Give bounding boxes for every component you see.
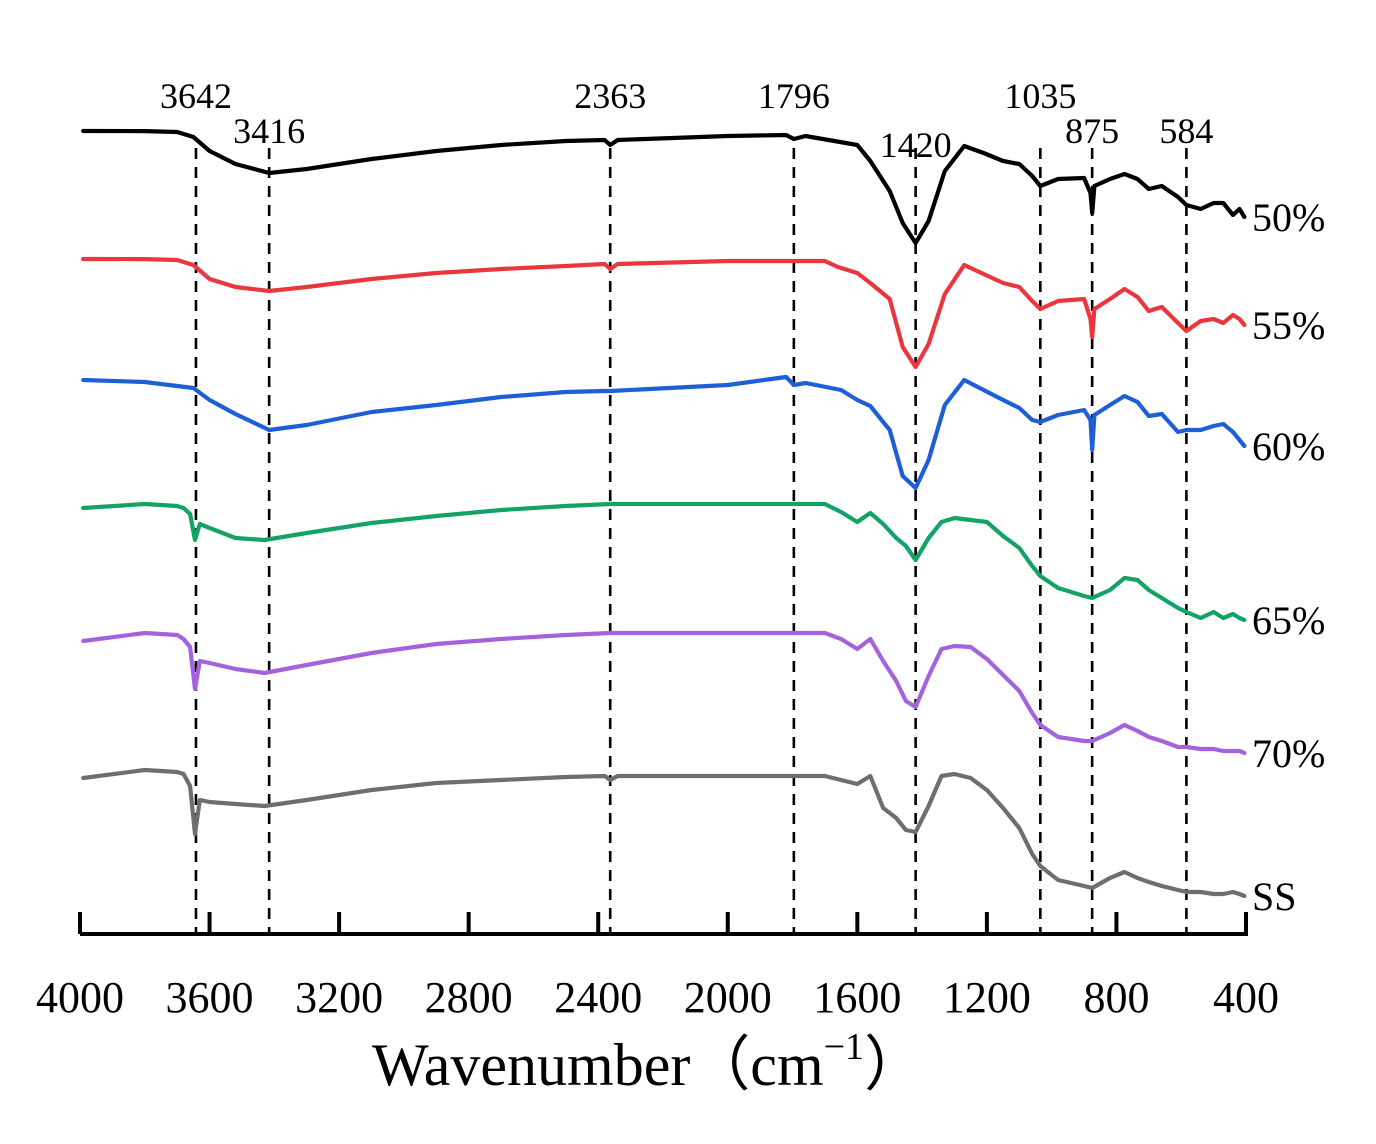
x-axis: 4000 3600 3200 2800 2400 2000 1600 1200 800 400 (36, 912, 1279, 1022)
x-tick-label-1600: 1600 (813, 973, 901, 1022)
x-tick-label-4000: 4000 (36, 973, 124, 1022)
series-label-55pct: 55% (1252, 303, 1325, 348)
series-label-ss: SS (1252, 874, 1297, 919)
series-line-60pct (81, 374, 1247, 491)
peak-label-3642: 3642 (160, 76, 232, 116)
series-label-60pct: 60% (1252, 424, 1325, 469)
peak-label-2363: 2363 (574, 76, 646, 116)
series-labels: 50% 55% 60% 65% 70% SS (1252, 195, 1325, 919)
peak-guide-lines (194, 148, 1188, 934)
x-tick-label-2000: 2000 (684, 973, 772, 1022)
series-line-ss (81, 767, 1247, 899)
x-axis-title-unit-close: ） (864, 1032, 924, 1098)
series-line-70pct (81, 630, 1247, 756)
peak-label-875: 875 (1065, 111, 1119, 151)
series-line-50pct (81, 128, 1247, 246)
x-tick-label-2800: 2800 (425, 973, 513, 1022)
x-axis-title-unit-open: （cm (690, 1032, 823, 1098)
x-axis-title-unit-sup: −1 (824, 1026, 864, 1068)
series-line-55pct (81, 256, 1247, 370)
x-tick-label-3600: 3600 (166, 973, 254, 1022)
x-tick-label-2400: 2400 (554, 973, 642, 1022)
x-axis-title-main: Wavenumber (372, 1032, 690, 1098)
peak-label-584: 584 (1159, 111, 1213, 151)
series-label-50pct: 50% (1252, 195, 1325, 240)
x-tick-label-400: 400 (1213, 973, 1279, 1022)
spectrum-curves (81, 128, 1247, 899)
peak-label-1035: 1035 (1004, 76, 1076, 116)
x-tick-label-1200: 1200 (943, 973, 1031, 1022)
series-line-65pct (81, 501, 1247, 623)
peak-label-3416: 3416 (233, 111, 305, 151)
peak-label-1420: 1420 (880, 125, 952, 165)
x-axis-title: Wavenumber（cm−1） (372, 1026, 924, 1098)
series-label-65pct: 65% (1252, 598, 1325, 643)
x-tick-label-800: 800 (1083, 973, 1149, 1022)
series-label-70pct: 70% (1252, 731, 1325, 776)
peak-label-1796: 1796 (758, 76, 830, 116)
x-tick-label-3200: 3200 (295, 973, 383, 1022)
